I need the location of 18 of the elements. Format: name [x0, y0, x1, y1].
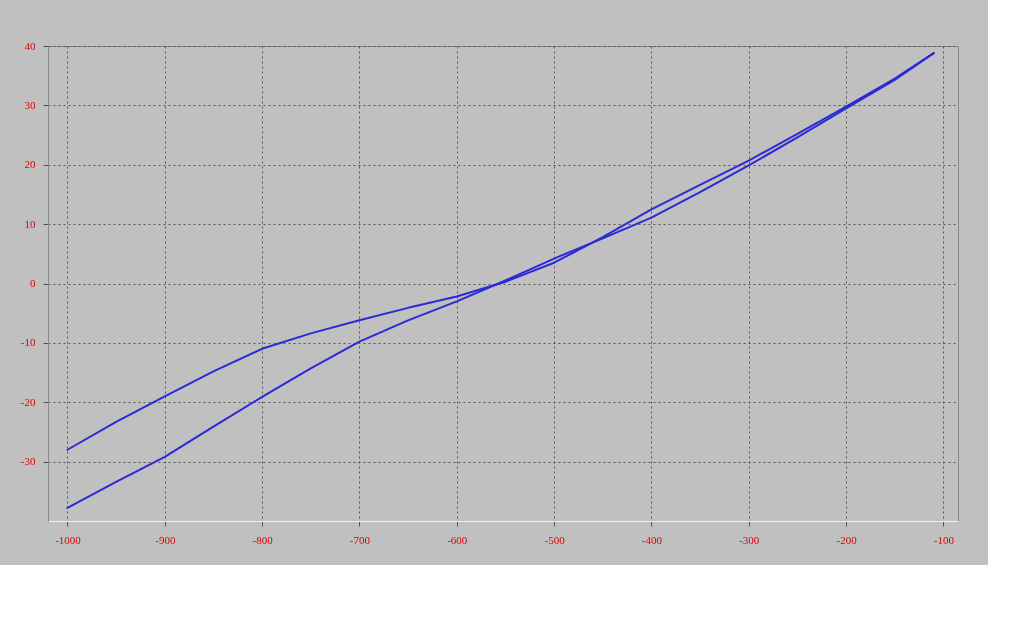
y-tick-label: 40 — [24, 39, 36, 52]
x-tick-label: -300 — [739, 533, 760, 546]
y-tick-label: 0 — [30, 277, 36, 289]
x-tick-label: -600 — [447, 533, 468, 546]
x-tick-label: -400 — [641, 533, 663, 546]
x-tick-label: -200 — [836, 533, 858, 546]
x-tick-label: -700 — [349, 533, 371, 546]
x-tick-label: -100 — [933, 533, 955, 546]
x-tick-label: -800 — [252, 533, 274, 546]
y-tick-label: -20 — [20, 395, 36, 408]
y-tick-label: -10 — [20, 336, 36, 349]
x-tick-label: -900 — [155, 533, 176, 546]
y-tick-label: 10 — [24, 217, 36, 230]
y-tick-label: 30 — [24, 98, 36, 111]
y-tick-label: 20 — [24, 158, 36, 171]
y-tick-label: -30 — [20, 455, 36, 468]
x-tick-label: -500 — [544, 533, 566, 546]
x-tick-label: -1000 — [55, 533, 82, 546]
